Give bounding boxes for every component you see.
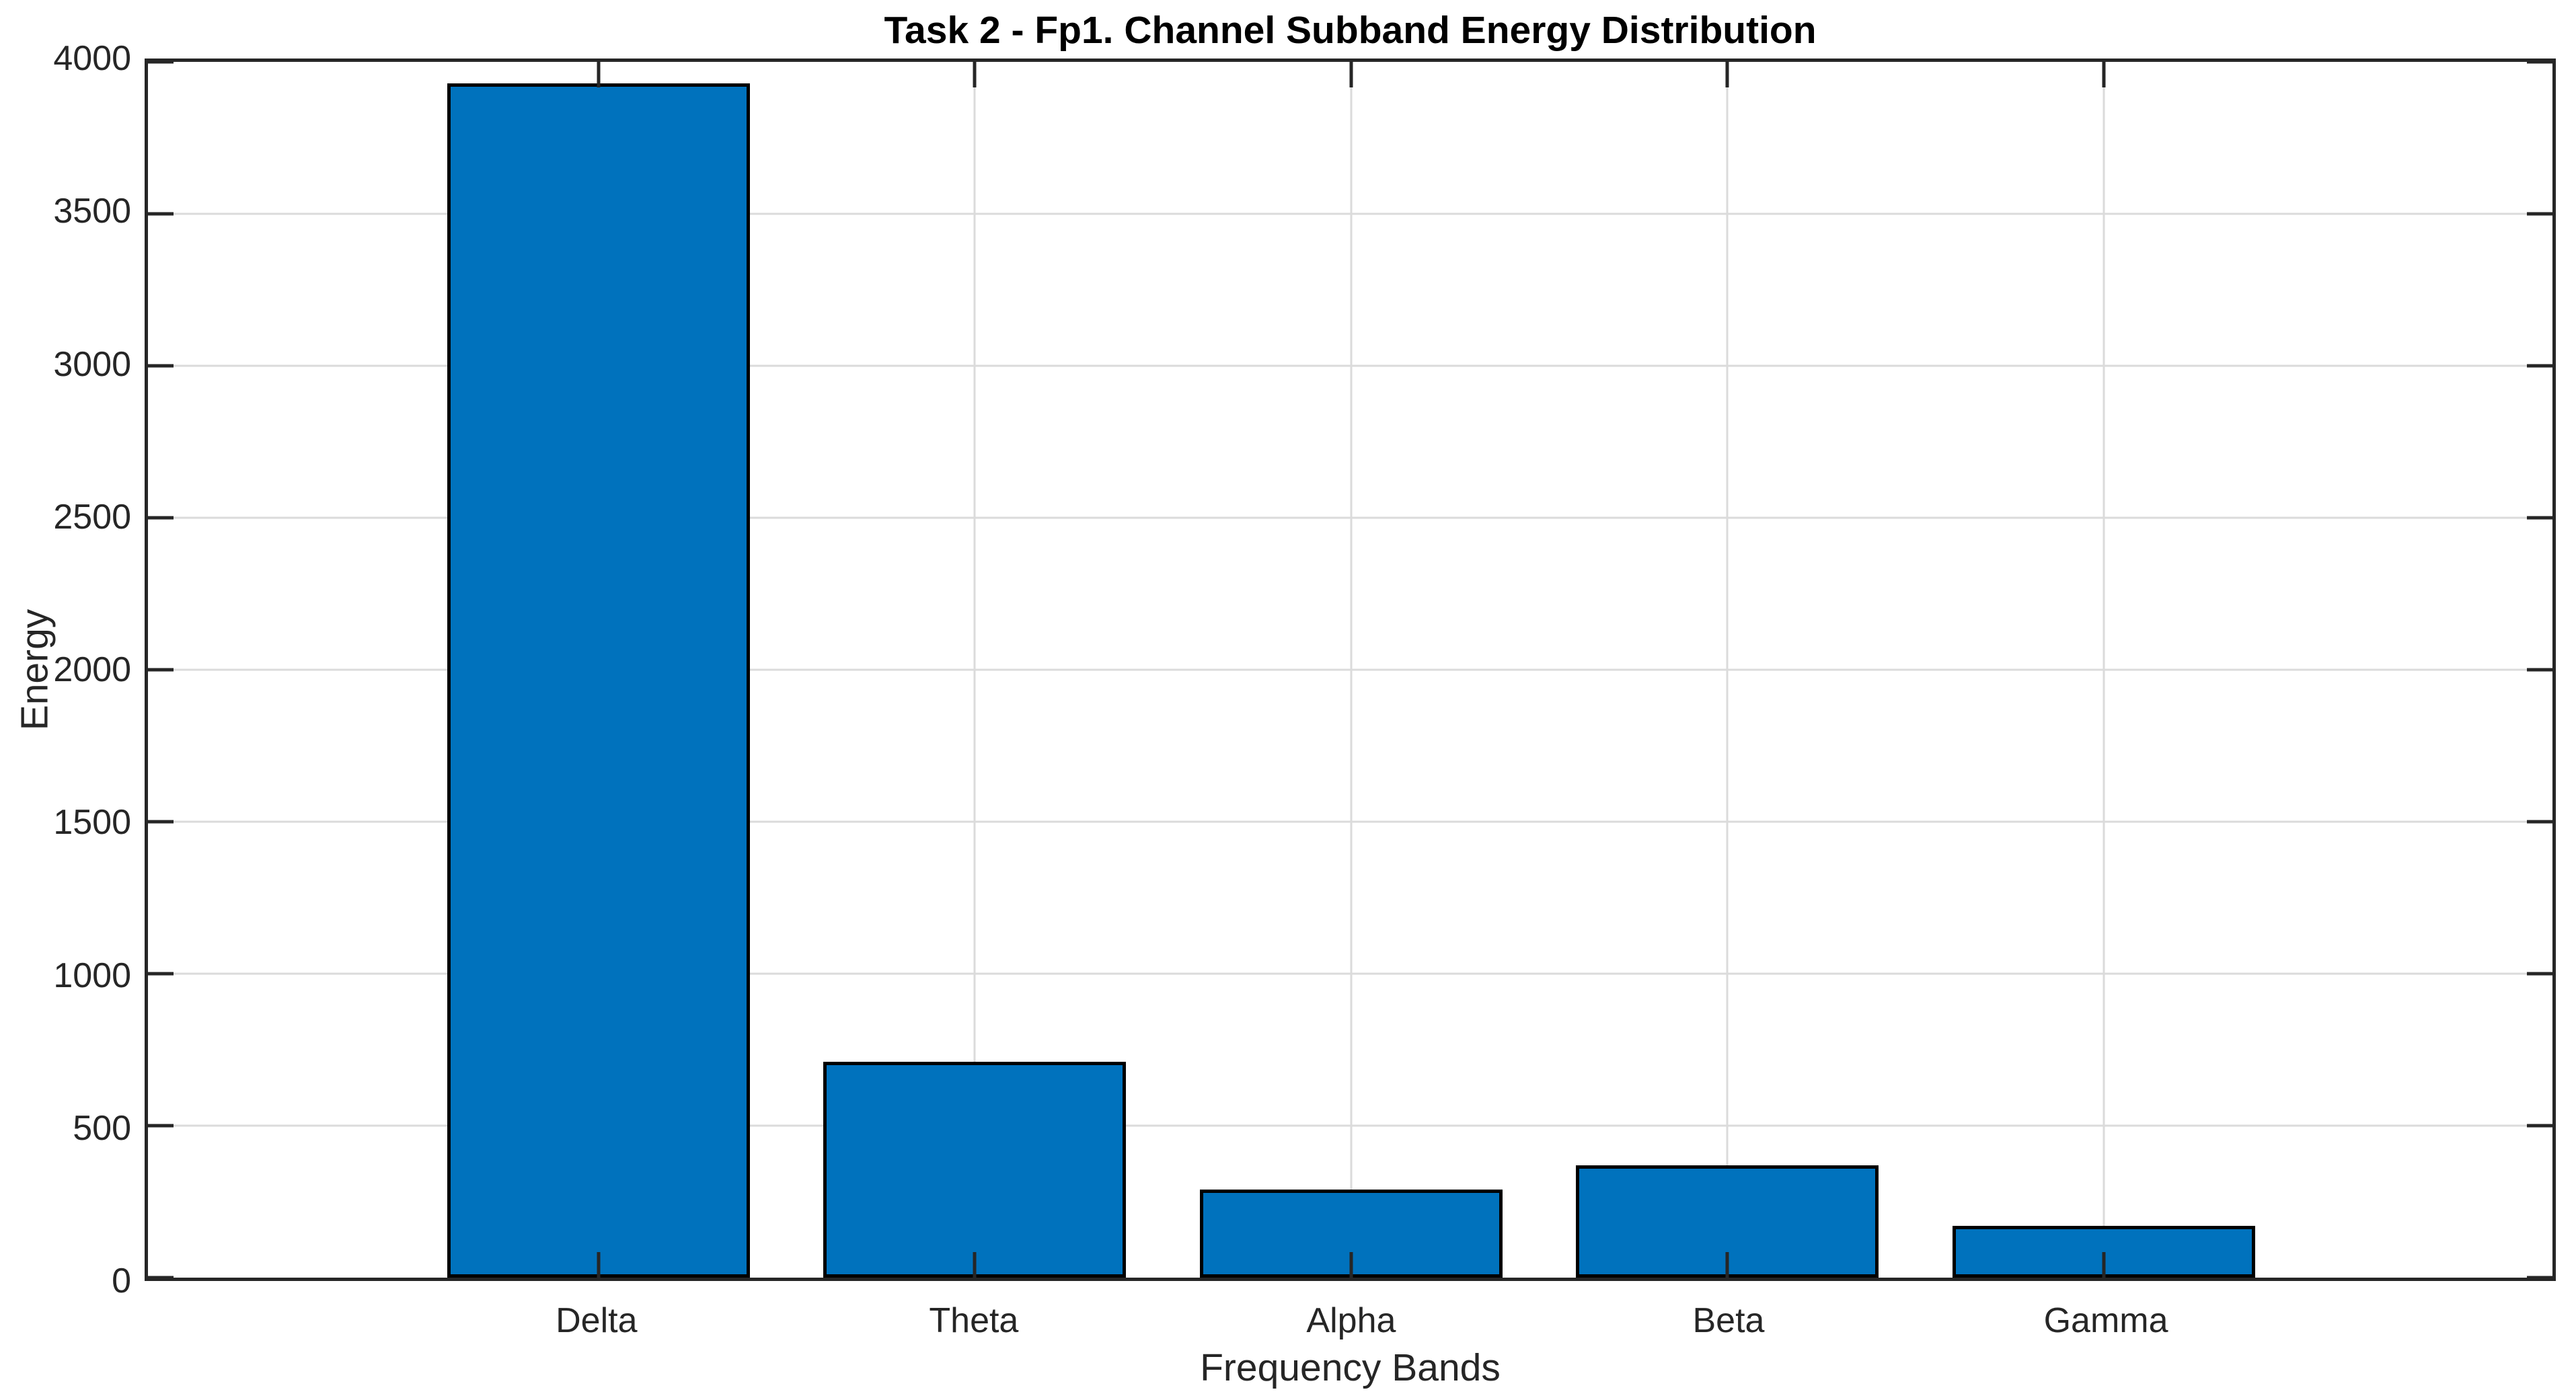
- y-tick-label: 3000: [53, 344, 131, 384]
- x-axis-label: Frequency Bands: [1200, 1346, 1501, 1389]
- y-tick-mark-right: [2527, 60, 2552, 64]
- y-tick-label: 500: [73, 1108, 131, 1148]
- x-tick-label: Beta: [1692, 1301, 1765, 1340]
- y-tick-label: 0: [112, 1261, 131, 1300]
- y-tick-mark-right: [2527, 516, 2552, 520]
- y-tick-mark-right: [2527, 1124, 2552, 1128]
- y-tick-label: 2000: [53, 650, 131, 689]
- y-tick-mark-right: [2527, 820, 2552, 824]
- y-axis-label: Energy: [13, 609, 56, 731]
- y-tick-label: 1000: [53, 956, 131, 995]
- y-tick-mark-left: [148, 668, 174, 672]
- y-tick-mark-right: [2527, 668, 2552, 672]
- bar-alpha: [1199, 1189, 1503, 1278]
- y-tick-label: 1500: [53, 803, 131, 843]
- y-tick-mark-left: [148, 212, 174, 216]
- bar-delta: [447, 83, 750, 1278]
- gridline-vertical: [1350, 62, 1353, 1278]
- x-tick-mark-top: [2102, 62, 2106, 87]
- x-tick-mark-bottom: [973, 1252, 977, 1278]
- y-tick-mark-right: [2527, 364, 2552, 368]
- x-tick-label: Delta: [556, 1301, 638, 1340]
- y-tick-label: 4000: [53, 39, 131, 78]
- x-tick-label: Gamma: [2043, 1301, 2168, 1340]
- gridline-vertical: [973, 62, 976, 1278]
- x-tick-mark-bottom: [2102, 1252, 2106, 1278]
- y-tick-mark-left: [148, 1276, 174, 1280]
- x-tick-mark-top: [597, 62, 601, 87]
- gridline-vertical: [1726, 62, 1729, 1278]
- x-tick-mark-bottom: [1725, 1252, 1729, 1278]
- y-tick-mark-left: [148, 1124, 174, 1128]
- y-tick-label: 2500: [53, 497, 131, 537]
- x-tick-mark-bottom: [597, 1252, 601, 1278]
- y-tick-mark-right: [2527, 212, 2552, 216]
- y-tick-label: 3500: [53, 192, 131, 231]
- y-tick-mark-left: [148, 364, 174, 368]
- y-tick-mark-left: [148, 60, 174, 64]
- plot-area: [145, 59, 2556, 1281]
- chart-title: Task 2 - Fp1. Channel Subband Energy Dis…: [884, 9, 1817, 52]
- x-tick-mark-top: [1725, 62, 1729, 87]
- y-tick-mark-left: [148, 820, 174, 824]
- y-tick-mark-left: [148, 516, 174, 520]
- y-tick-mark-left: [148, 972, 174, 976]
- x-tick-label: Theta: [929, 1301, 1019, 1340]
- x-tick-mark-top: [1349, 62, 1353, 87]
- x-tick-mark-bottom: [1349, 1252, 1353, 1278]
- x-tick-mark-top: [973, 62, 977, 87]
- y-tick-mark-right: [2527, 972, 2552, 976]
- x-tick-label: Alpha: [1306, 1301, 1396, 1340]
- bar-theta: [823, 1062, 1127, 1278]
- y-tick-mark-right: [2527, 1276, 2552, 1280]
- gridline-vertical: [2103, 62, 2105, 1278]
